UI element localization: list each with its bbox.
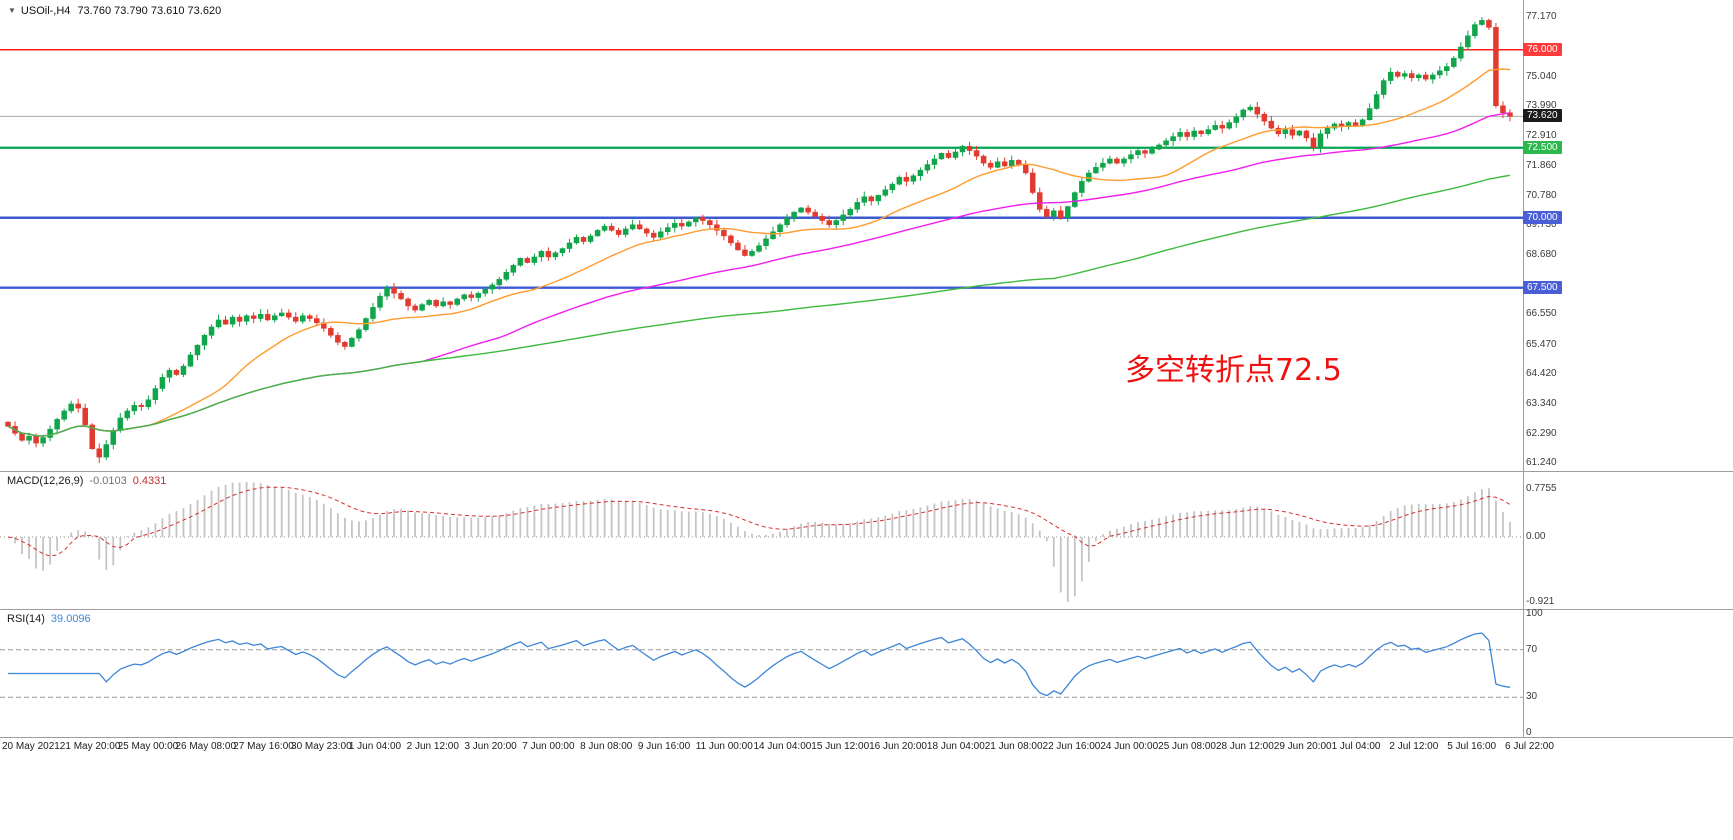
time-tick-label: 9 Jun 16:00 bbox=[637, 741, 691, 752]
price-tick-label: 0.7755 bbox=[1526, 483, 1557, 494]
time-tick-label: 2 Jul 12:00 bbox=[1389, 741, 1439, 752]
price-tick-label: 65.470 bbox=[1526, 338, 1557, 350]
time-tick-label: 29 Jun 20:00 bbox=[1273, 741, 1332, 752]
time-axis[interactable]: 20 May 2021 21 May 20:00 25 May 00:00 26 Ma… bbox=[0, 739, 1733, 757]
panel-divider[interactable] bbox=[0, 609, 1733, 610]
time-tick-label: 11 Jun 00:00 bbox=[695, 741, 753, 752]
price-tick-label: 30 bbox=[1526, 691, 1538, 703]
time-tick-label: 14 Jun 04:00 bbox=[753, 741, 812, 752]
price-tick-label: 68.680 bbox=[1526, 248, 1557, 260]
price-tick-label: 100 bbox=[1526, 608, 1543, 619]
price-tick-label: 66.550 bbox=[1526, 308, 1557, 320]
time-tick-label: 16 Jun 20:00 bbox=[869, 741, 927, 752]
symbol-dropdown-icon[interactable]: ▼ bbox=[8, 6, 16, 15]
symbol-period-label: USOil-,H4 bbox=[20, 5, 71, 17]
time-tick-label: 26 May 08:00 bbox=[175, 741, 237, 752]
time-tick-label: 25 Jun 08:00 bbox=[1158, 741, 1216, 752]
price-tick-label: 77.170 bbox=[1526, 11, 1557, 22]
time-tick-label: 3 Jun 20:00 bbox=[464, 741, 517, 752]
time-tick-label: 30 May 23:00 bbox=[291, 741, 352, 752]
ohlc-values: 73.760 73.790 73.610 73.620 bbox=[77, 5, 222, 17]
price-level-badge: 73.620 bbox=[1523, 109, 1562, 123]
time-tick-label: 28 Jun 12:00 bbox=[1215, 741, 1274, 752]
price-tick-label: 62.290 bbox=[1526, 427, 1557, 439]
price-level-badge: 67.500 bbox=[1523, 280, 1562, 294]
time-tick-label: 18 Jun 04:00 bbox=[926, 741, 985, 752]
price-tick-label: 0 bbox=[1526, 727, 1532, 738]
time-tick-label: 8 Jun 08:00 bbox=[580, 741, 633, 752]
rsi-value: 39.0096 bbox=[50, 613, 91, 625]
price-level-badge: 76.000 bbox=[1523, 42, 1562, 56]
price-tick-label: 69.730 bbox=[1526, 219, 1557, 231]
time-tick-label: 1 Jul 04:00 bbox=[1331, 741, 1381, 752]
time-tick-label: 21 May 20:00 bbox=[59, 741, 121, 752]
price-level-badge: 70.000 bbox=[1523, 210, 1562, 224]
price-tick-label: 70.780 bbox=[1526, 189, 1557, 201]
price-tick-label: 63.340 bbox=[1526, 398, 1557, 410]
price-tick-label: 75.040 bbox=[1526, 70, 1557, 82]
macd-main-value: -0.0103 bbox=[89, 475, 127, 487]
price-axis-line bbox=[1523, 0, 1524, 738]
time-tick-label: 27 May 16:00 bbox=[233, 741, 294, 752]
chart-title: ▼ USOil-,H4 73.760 73.790 73.610 73.620 bbox=[8, 5, 221, 17]
price-tick-label: 70 bbox=[1526, 643, 1538, 655]
macd-signal-value: 0.4331 bbox=[132, 475, 167, 487]
time-tick-label: 22 Jun 16:00 bbox=[1042, 741, 1101, 752]
time-tick-label: 6 Jul 22:00 bbox=[1505, 741, 1554, 752]
macd-name: MACD(12,26,9) bbox=[7, 475, 84, 487]
price-tick-label: 61.240 bbox=[1526, 457, 1557, 468]
price-level-badge: 72.500 bbox=[1523, 140, 1562, 154]
price-chart-canvas[interactable] bbox=[0, 0, 1733, 471]
price-tick-label: -0.921 bbox=[1526, 596, 1555, 607]
time-tick-label: 1 Jun 04:00 bbox=[348, 741, 402, 752]
price-tick-label: 71.860 bbox=[1526, 159, 1557, 171]
trend-annotation: 多空转折点72.5 bbox=[1125, 353, 1342, 388]
time-tick-label: 24 Jun 00:00 bbox=[1100, 741, 1159, 752]
time-tick-label: 20 May 2021 bbox=[2, 741, 60, 752]
panel-divider bbox=[0, 737, 1733, 738]
time-tick-label: 25 May 00:00 bbox=[117, 741, 179, 752]
price-tick-label: 72.910 bbox=[1526, 130, 1557, 142]
rsi-name: RSI(14) bbox=[7, 613, 45, 625]
time-tick-label: 7 Jun 00:00 bbox=[522, 741, 575, 752]
price-tick-label: 64.420 bbox=[1526, 367, 1557, 379]
rsi-chart-canvas[interactable] bbox=[0, 610, 1733, 737]
price-axis[interactable]: 77.170 75.040 73.990 72.910 71.860 70.780 69.7… bbox=[1523, 0, 1731, 760]
time-tick-label: 21 Jun 08:00 bbox=[984, 741, 1043, 752]
time-tick-label: 2 Jun 12:00 bbox=[406, 741, 459, 752]
macd-label: MACD(12,26,9) -0.0103 0.4331 bbox=[7, 475, 166, 487]
rsi-label: RSI(14) 39.0096 bbox=[7, 613, 91, 625]
time-tick-label: 5 Jul 16:00 bbox=[1447, 741, 1497, 752]
price-tick-label: 0.00 bbox=[1526, 531, 1546, 542]
panel-divider[interactable] bbox=[0, 471, 1733, 472]
macd-chart-canvas[interactable] bbox=[0, 472, 1733, 609]
time-tick-label: 15 Jun 12:00 bbox=[811, 741, 870, 752]
price-tick-label: 73.990 bbox=[1526, 100, 1557, 112]
